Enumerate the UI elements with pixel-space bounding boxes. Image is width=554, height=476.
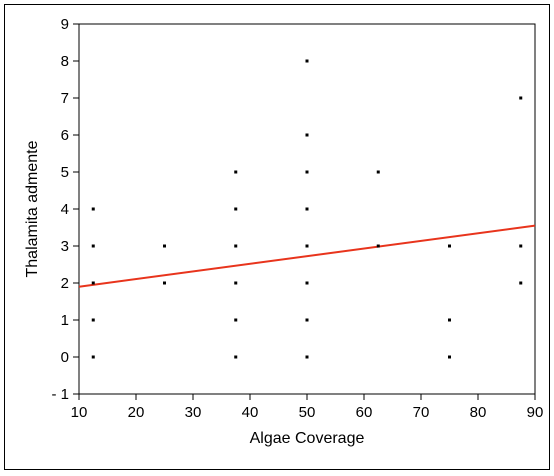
data-point — [305, 133, 309, 137]
data-point — [519, 281, 523, 285]
x-tick-label: 30 — [185, 404, 202, 421]
y-tick-label: 7 — [61, 90, 69, 107]
x-tick-label: 20 — [128, 404, 145, 421]
data-point — [448, 355, 451, 359]
data-point — [91, 355, 95, 359]
data-point — [305, 281, 309, 285]
chart-frame — [4, 4, 550, 470]
y-tick-label: 9 — [61, 16, 69, 33]
x-axis-label: Algae Coverage — [250, 430, 365, 447]
data-point — [305, 355, 309, 359]
data-point — [234, 207, 238, 211]
y-tick-label: 1 — [61, 312, 69, 329]
data-point — [376, 244, 380, 248]
data-point — [163, 281, 166, 285]
x-tick-label: 40 — [242, 404, 259, 421]
x-tick-label: 60 — [356, 404, 373, 421]
y-axis: - 1 0 1 2 3 4 5 6 7 8 9 — [51, 16, 79, 403]
data-point — [91, 281, 95, 285]
data-point — [519, 96, 523, 100]
data-point — [91, 244, 95, 248]
x-axis: 10 20 30 40 50 60 70 80 90 — [71, 394, 544, 421]
y-tick-label: 3 — [61, 238, 69, 255]
data-point — [234, 170, 238, 174]
x-tick-label: 70 — [413, 404, 430, 421]
data-point — [305, 207, 309, 211]
y-axis-label: Thalamita admente — [24, 140, 41, 277]
x-tick-label: 50 — [299, 404, 316, 421]
data-point — [376, 170, 380, 174]
data-point — [305, 59, 309, 63]
y-tick-label: 6 — [61, 127, 69, 144]
data-point — [234, 355, 238, 359]
data-points — [91, 59, 523, 359]
y-tick-label: 4 — [61, 201, 69, 218]
x-tick-label: 10 — [71, 404, 88, 421]
data-point — [305, 318, 309, 322]
data-point — [234, 244, 238, 248]
data-point — [448, 318, 451, 322]
x-tick-label: 80 — [470, 404, 487, 421]
y-tick-label: 5 — [61, 164, 69, 181]
data-point — [519, 244, 523, 248]
data-point — [163, 244, 166, 248]
data-point — [305, 170, 309, 174]
fit-line — [78, 224, 536, 288]
x-tick-label: 90 — [527, 404, 544, 421]
y-tick-label: 2 — [61, 275, 69, 292]
y-tick-label: - 1 — [51, 386, 69, 403]
data-point — [448, 244, 451, 248]
data-point — [91, 207, 95, 211]
data-point — [305, 244, 309, 248]
data-point — [234, 281, 238, 285]
data-point — [234, 318, 238, 322]
y-tick-label: 0 — [61, 349, 69, 366]
y-tick-label: 8 — [61, 53, 69, 70]
data-point — [91, 318, 95, 322]
